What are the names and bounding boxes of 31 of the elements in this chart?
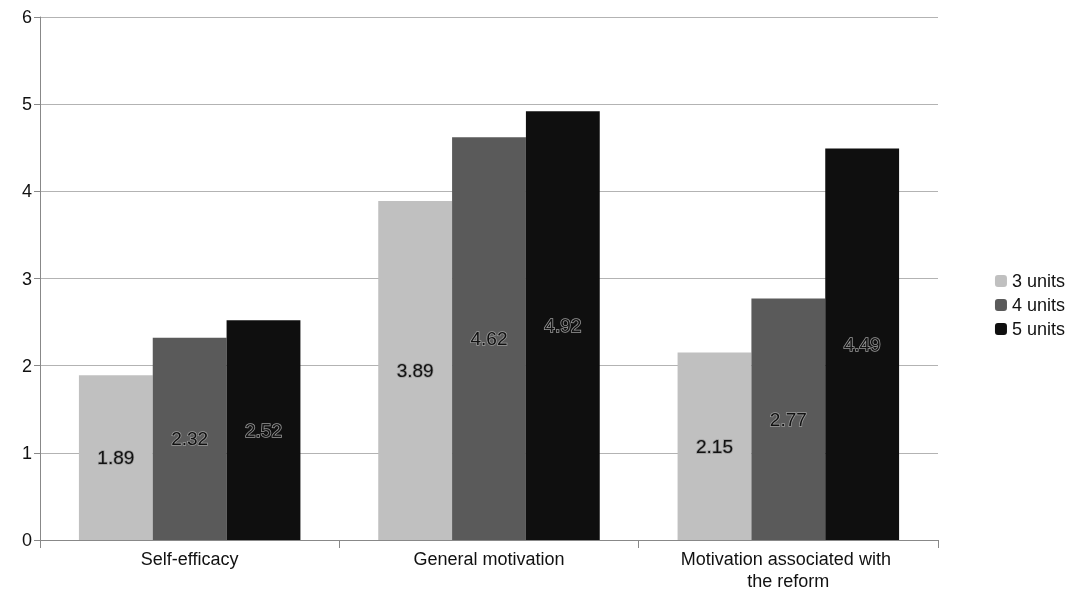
bar [525, 111, 600, 540]
data-label: 4.62 [470, 328, 508, 350]
bar [78, 375, 153, 540]
y-tick-label: 3 [21, 268, 32, 289]
bar [751, 298, 826, 540]
data-label: 1.89 [97, 447, 135, 469]
data-label: 2.52 [245, 419, 282, 441]
data-label: 2.77 [769, 408, 807, 430]
y-tick-label: 5 [21, 94, 32, 115]
bar [452, 137, 526, 540]
data-label: 3.89 [396, 359, 434, 381]
legend-label: 4 units [1011, 295, 1066, 315]
legend-label: 5 units [1011, 319, 1066, 339]
bar [378, 200, 453, 540]
y-tick-label: 4 [21, 181, 32, 202]
data-label: 4.92 [544, 315, 582, 337]
y-tick-label: 0 [21, 530, 32, 550]
y-tick-label: 2 [21, 355, 32, 376]
x-tick-label: Self-efficacy [140, 549, 239, 569]
legend-label: 3 units [1011, 271, 1066, 291]
data-label: 2.32 [171, 428, 209, 450]
x-tick-label: General motivation [413, 549, 565, 569]
y-tick-label: 6 [21, 7, 32, 27]
bar [825, 148, 900, 540]
x-tick-label: Motivation associated with the reform [680, 549, 896, 591]
data-label: 4.49 [843, 333, 881, 355]
data-label: 2.15 [696, 435, 733, 457]
bar [152, 337, 227, 540]
bar [226, 320, 301, 540]
y-tick-label: 1 [21, 442, 32, 463]
bar [677, 352, 752, 540]
